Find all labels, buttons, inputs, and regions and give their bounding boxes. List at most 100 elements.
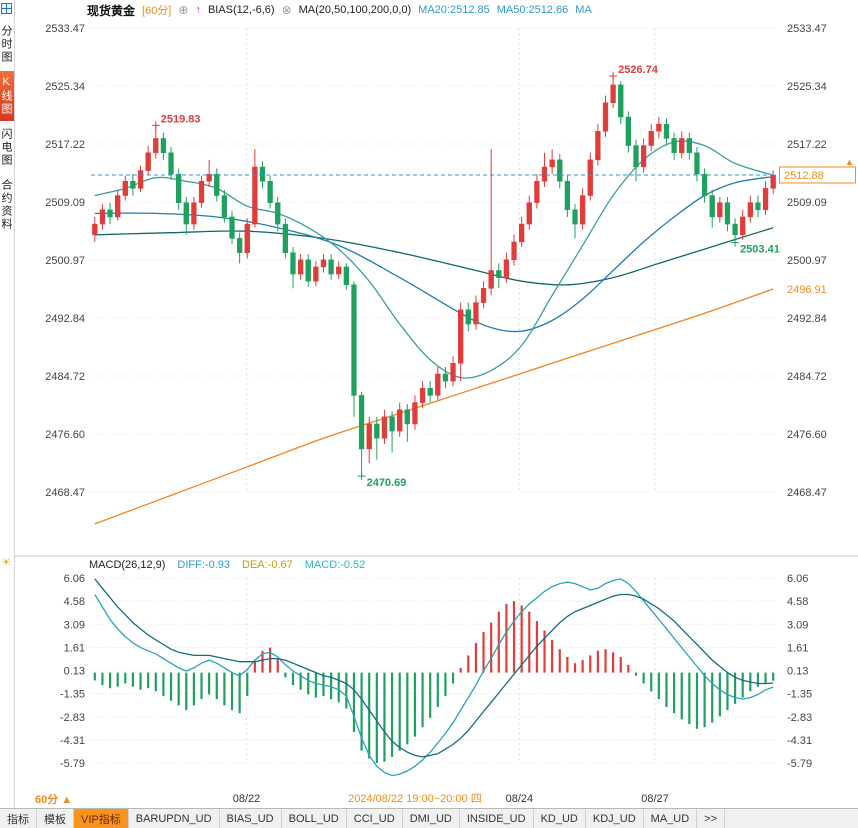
- add-indicator-icon[interactable]: ⊕: [178, 3, 189, 17]
- svg-text:2525.34: 2525.34: [45, 81, 85, 93]
- macd-indicator-label[interactable]: MACD(26,12,9): [89, 559, 166, 571]
- svg-text:2468.47: 2468.47: [787, 487, 827, 499]
- chart-header: 现货黄金 [60分] ⊕ ↑ BIAS(12,-6,6) ⊗ MA(20,50,…: [15, 0, 858, 20]
- x-axis-label: 08/27: [641, 793, 669, 805]
- svg-text:2509.09: 2509.09: [45, 197, 85, 209]
- price-annotation: 2519.83: [161, 113, 201, 125]
- candles: [92, 76, 776, 477]
- tab-inside-ud[interactable]: INSIDE_UD: [460, 809, 534, 828]
- svg-text:2517.22: 2517.22: [45, 139, 85, 151]
- bias-arrow-icon: ↑: [195, 4, 201, 16]
- svg-text:6.06: 6.06: [787, 573, 808, 585]
- macd-value: MACD:-0.52: [304, 559, 366, 571]
- svg-text:6.06: 6.06: [64, 573, 85, 585]
- tab-more[interactable]: >>: [697, 809, 726, 828]
- svg-text:3.09: 3.09: [787, 619, 808, 631]
- price-annotation: 2526.74: [618, 64, 659, 76]
- ma-line-ma20: [94, 140, 774, 379]
- svg-text:-1.35: -1.35: [787, 689, 812, 701]
- svg-text:4.58: 4.58: [787, 596, 808, 608]
- symbol-name: 现货黄金: [87, 3, 136, 18]
- current-price-tag: [779, 166, 856, 184]
- tab-boll-ud[interactable]: BOLL_UD: [282, 809, 347, 828]
- tab-bias-ud[interactable]: BIAS_UD: [220, 809, 282, 828]
- svg-text:2525.34: 2525.34: [787, 81, 827, 93]
- diff-line: [94, 578, 774, 777]
- price-annotation: 2503.41: [740, 244, 780, 256]
- left-sidebar: 分时图 K线图 闪电图 合约资料 ☀: [0, 0, 15, 808]
- ma-indicator-label[interactable]: MA(20,50,100,200,0,0): [298, 4, 412, 16]
- ma-lines: [94, 140, 774, 525]
- svg-text:2492.84: 2492.84: [787, 313, 827, 325]
- macd-diff-value: DIFF:-0.93: [177, 559, 230, 571]
- tab-dmi-ud[interactable]: DMI_UD: [403, 809, 460, 828]
- svg-text:3.09: 3.09: [64, 619, 85, 631]
- ma-line-ma50: [94, 175, 774, 333]
- svg-text:2484.72: 2484.72: [787, 371, 827, 383]
- chart-area: 2512.88 ▲ 2496.91 2519.83 2526.74 2470.69 2503…: [15, 20, 858, 808]
- sidebar-item-contract-info[interactable]: 合约资料: [0, 179, 12, 231]
- annotations: 2512.88 ▲ 2496.91 2519.83 2526.74 2470.69 2503…: [91, 64, 856, 489]
- svg-text:-4.31: -4.31: [787, 735, 812, 747]
- macd-header: MACD(26,12,9) DIFF:-0.93 DEA:-0.67 MACD:…: [89, 559, 365, 571]
- svg-text:-2.83: -2.83: [60, 712, 85, 724]
- svg-text:0.13: 0.13: [787, 666, 808, 678]
- tab-ma-ud[interactable]: MA_UD: [644, 809, 698, 828]
- svg-text:2533.47: 2533.47: [787, 23, 827, 35]
- tab-kdj-ud[interactable]: KDJ_UD: [586, 809, 644, 828]
- svg-text:2484.72: 2484.72: [45, 371, 85, 383]
- svg-text:-5.79: -5.79: [787, 758, 812, 770]
- svg-text:2509.09: 2509.09: [787, 197, 827, 209]
- timeframe-text: 60分: [35, 794, 59, 806]
- timeframe-indicator[interactable]: 60分 ▲: [35, 791, 72, 807]
- svg-text:2500.97: 2500.97: [787, 255, 827, 267]
- svg-text:2476.60: 2476.60: [787, 429, 827, 441]
- macd-panel: 6.06 6.06 4.58 4.58 3.09 3.09 1.61 1.61 0.13 0.13…: [15, 555, 858, 777]
- svg-text:2468.47: 2468.47: [45, 487, 85, 499]
- svg-text:2496.91: 2496.91: [787, 284, 827, 296]
- svg-text:▲: ▲: [845, 157, 854, 167]
- svg-text:1.61: 1.61: [64, 642, 85, 654]
- svg-text:2533.47: 2533.47: [45, 23, 85, 35]
- ma20-value: MA20:2512.85: [418, 4, 490, 16]
- ma-line-ma100: [94, 227, 774, 286]
- x-axis-label: 08/24: [506, 793, 534, 805]
- sidebar-item-kline-chart[interactable]: K线图: [0, 71, 14, 121]
- axes: 2533.47 2533.47 2525.34 2525.34 2517.22 2517.…: [45, 23, 827, 805]
- main-grid: [91, 27, 777, 763]
- svg-text:2500.97: 2500.97: [45, 255, 85, 267]
- ma-line-ma200: [94, 288, 774, 525]
- sidebar-item-time-chart[interactable]: 分时图: [0, 25, 12, 64]
- price-annotation: 2470.69: [367, 477, 407, 489]
- svg-text:-4.31: -4.31: [60, 735, 85, 747]
- svg-text:-2.83: -2.83: [787, 712, 812, 724]
- svg-text:2492.84: 2492.84: [45, 313, 85, 325]
- svg-text:4.58: 4.58: [64, 596, 85, 608]
- ma50-value: MA50:2512.66: [496, 4, 569, 16]
- svg-text:-5.79: -5.79: [60, 758, 85, 770]
- svg-text:2476.60: 2476.60: [45, 429, 85, 441]
- tab-indicators[interactable]: 指标: [0, 809, 37, 828]
- svg-text:0.13: 0.13: [64, 666, 85, 678]
- tab-vip-indicators[interactable]: VIP指标: [74, 809, 129, 828]
- bottom-toolbar: 指标 模板 VIP指标 BARUPDN_UD BIAS_UD BOLL_UD C…: [0, 808, 858, 828]
- sidebar-item-lightning-chart[interactable]: 闪电图: [0, 128, 12, 167]
- tab-cci-ud[interactable]: CCI_UD: [347, 809, 403, 828]
- tab-kd-ud[interactable]: KD_UD: [534, 809, 586, 828]
- timeframe-marker-icon: ▲: [61, 794, 73, 806]
- svg-text:2512.88: 2512.88: [784, 170, 824, 182]
- svg-text:1.61: 1.61: [787, 642, 808, 654]
- tab-barupdn-ud[interactable]: BARUPDN_UD: [129, 809, 220, 828]
- bias-indicator-label[interactable]: BIAS(12,-6,6): [207, 4, 275, 16]
- tab-templates[interactable]: 模板: [37, 809, 74, 828]
- svg-text:-1.35: -1.35: [60, 689, 85, 701]
- svg-text:2517.22: 2517.22: [787, 139, 827, 151]
- dea-line: [94, 578, 774, 758]
- candlestick-chart-canvas[interactable]: 2512.88 ▲ 2496.91 2519.83 2526.74 2470.69 2503…: [15, 20, 858, 808]
- timeframe-label[interactable]: [60分]: [142, 5, 172, 17]
- indicator-settings-icon[interactable]: ☀: [1, 557, 11, 569]
- app-menu-icon[interactable]: [1, 3, 12, 14]
- remove-indicator-icon[interactable]: ⊗: [281, 3, 292, 17]
- ma-extra-value: MA: [575, 4, 592, 16]
